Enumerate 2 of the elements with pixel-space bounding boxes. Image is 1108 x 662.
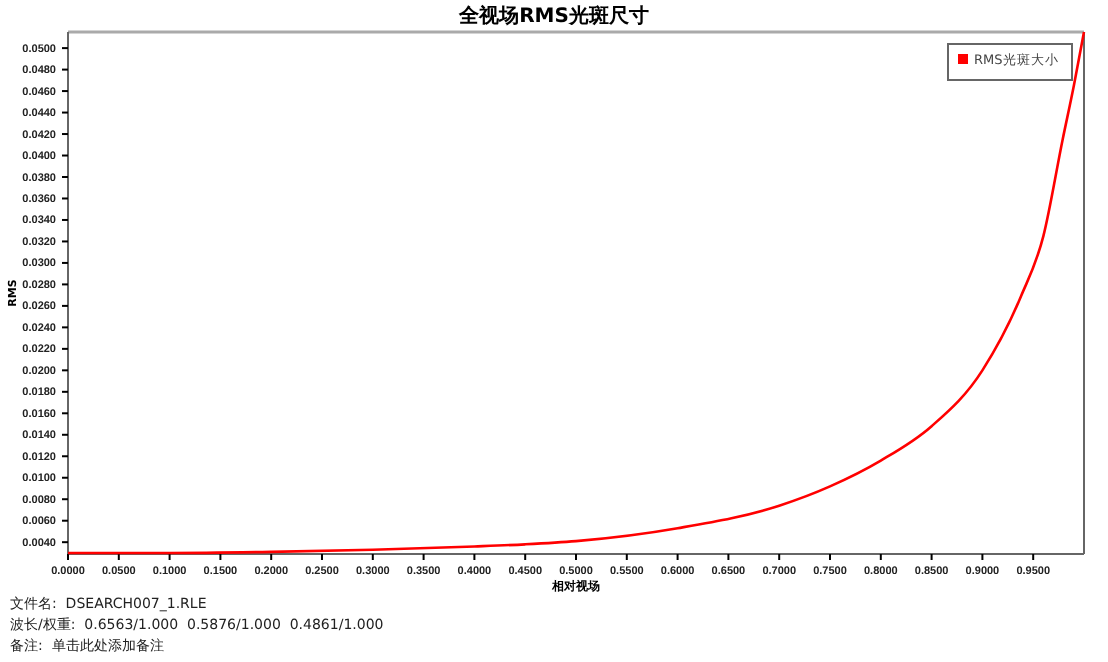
chart-title: 全视场RMS光斑尺寸	[457, 4, 649, 28]
line-series	[66, 30, 1086, 555]
